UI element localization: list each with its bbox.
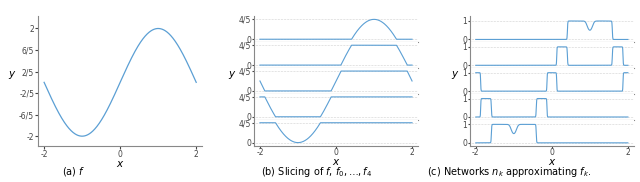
Y-axis label: $y$: $y$ — [228, 69, 236, 81]
X-axis label: $x$: $x$ — [548, 157, 556, 167]
Text: (b) Slicing of $f$, $f_0,\ldots,f_4$: (b) Slicing of $f$, $f_0,\ldots,f_4$ — [261, 165, 372, 179]
Y-axis label: $y$: $y$ — [451, 69, 460, 81]
Y-axis label: $y$: $y$ — [8, 69, 17, 81]
Text: (c) Networks $n_k$ approximating $f_k$.: (c) Networks $n_k$ approximating $f_k$. — [427, 165, 591, 179]
X-axis label: $x$: $x$ — [332, 157, 340, 167]
Text: (a) $f$: (a) $f$ — [62, 165, 85, 178]
X-axis label: $x$: $x$ — [116, 159, 124, 169]
